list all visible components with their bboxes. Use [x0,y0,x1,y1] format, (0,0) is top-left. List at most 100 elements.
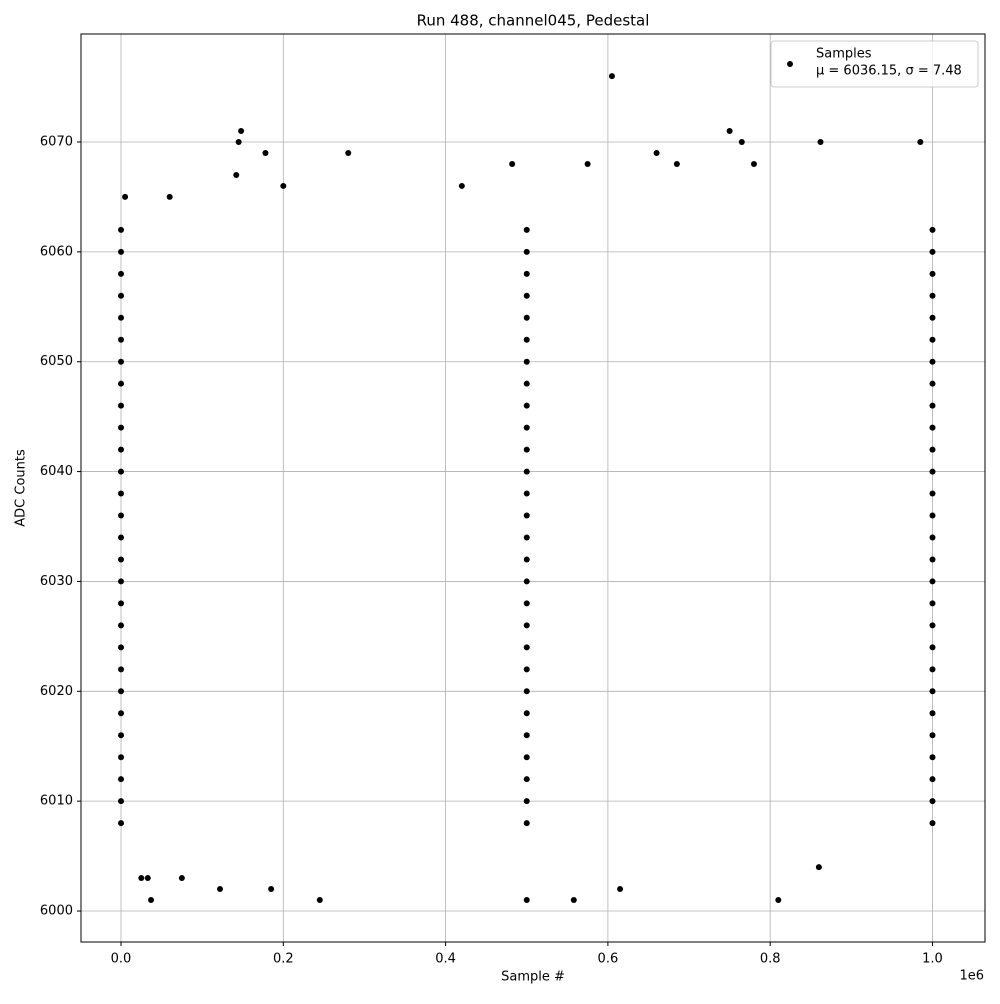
point [166,193,173,200]
point [118,490,125,497]
point [617,886,624,893]
point [118,644,125,651]
point [523,710,530,717]
point [118,314,125,321]
legend: Samples μ = 6036.15, σ = 7.48 [770,40,979,88]
point [523,666,530,673]
point [268,886,275,893]
point [929,776,936,783]
legend-subtitle: μ = 6036.15, σ = 7.48 [816,64,962,79]
point [118,380,125,387]
point [929,314,936,321]
point [523,468,530,475]
x-offset-label: 1e6 [959,969,984,984]
point [523,776,530,783]
point [118,732,125,739]
point [118,578,125,585]
point [584,160,591,167]
y-tick-label: 6060 [40,244,73,259]
y-tick-label: 6020 [40,684,73,699]
point [523,820,530,827]
chart-title: Run 488, channel045, Pedestal [417,12,650,30]
point [122,193,129,200]
point [148,897,155,904]
point [929,248,936,255]
x-tick-label: 0.4 [435,952,456,967]
legend-box [770,40,979,88]
point [929,226,936,233]
legend-label: Samples [816,47,872,62]
point [929,798,936,805]
point [929,270,936,277]
x-tick-label: 1.0 [922,952,943,967]
point [118,446,125,453]
point [118,710,125,717]
point [280,182,287,189]
y-tick-label: 6030 [40,574,73,589]
point [523,314,530,321]
point [118,820,125,827]
point [523,534,530,541]
point [523,380,530,387]
point [523,754,530,761]
plot-area [81,34,985,942]
point [929,380,936,387]
point [929,424,936,431]
y-tick-label: 6070 [40,134,73,149]
y-tick-label: 6000 [40,904,73,919]
point [118,666,125,673]
point [523,512,530,519]
point [523,270,530,277]
point [523,798,530,805]
point [673,160,680,167]
point [316,897,323,904]
point [750,160,757,167]
point [523,292,530,299]
point [523,358,530,365]
point [118,468,125,475]
point [929,534,936,541]
point [217,886,224,893]
point [929,292,936,299]
point [118,226,125,233]
point [118,424,125,431]
point [523,402,530,409]
point [118,534,125,541]
point [523,732,530,739]
point [815,864,822,871]
point [118,292,125,299]
point [118,776,125,783]
point [929,556,936,563]
point [929,468,936,475]
point [929,820,936,827]
y-tick-label: 6040 [40,464,73,479]
point [523,226,530,233]
point [523,446,530,453]
y-tick-label: 6050 [40,354,73,369]
point [118,622,125,629]
point [929,754,936,761]
point [118,556,125,563]
point [929,622,936,629]
x-tick-label: 0.0 [111,952,132,967]
point [775,897,782,904]
point [118,336,125,343]
y-tick-label: 6010 [40,794,73,809]
point [523,336,530,343]
point [523,644,530,651]
point [523,556,530,563]
x-tick-label: 0.6 [598,952,619,967]
point [523,424,530,431]
point [929,666,936,673]
point [523,578,530,585]
point [118,688,125,695]
point [118,402,125,409]
point [118,512,125,519]
point [262,149,269,156]
point [523,688,530,695]
point [929,512,936,519]
point [509,160,516,167]
point [345,149,352,156]
point [738,138,745,145]
